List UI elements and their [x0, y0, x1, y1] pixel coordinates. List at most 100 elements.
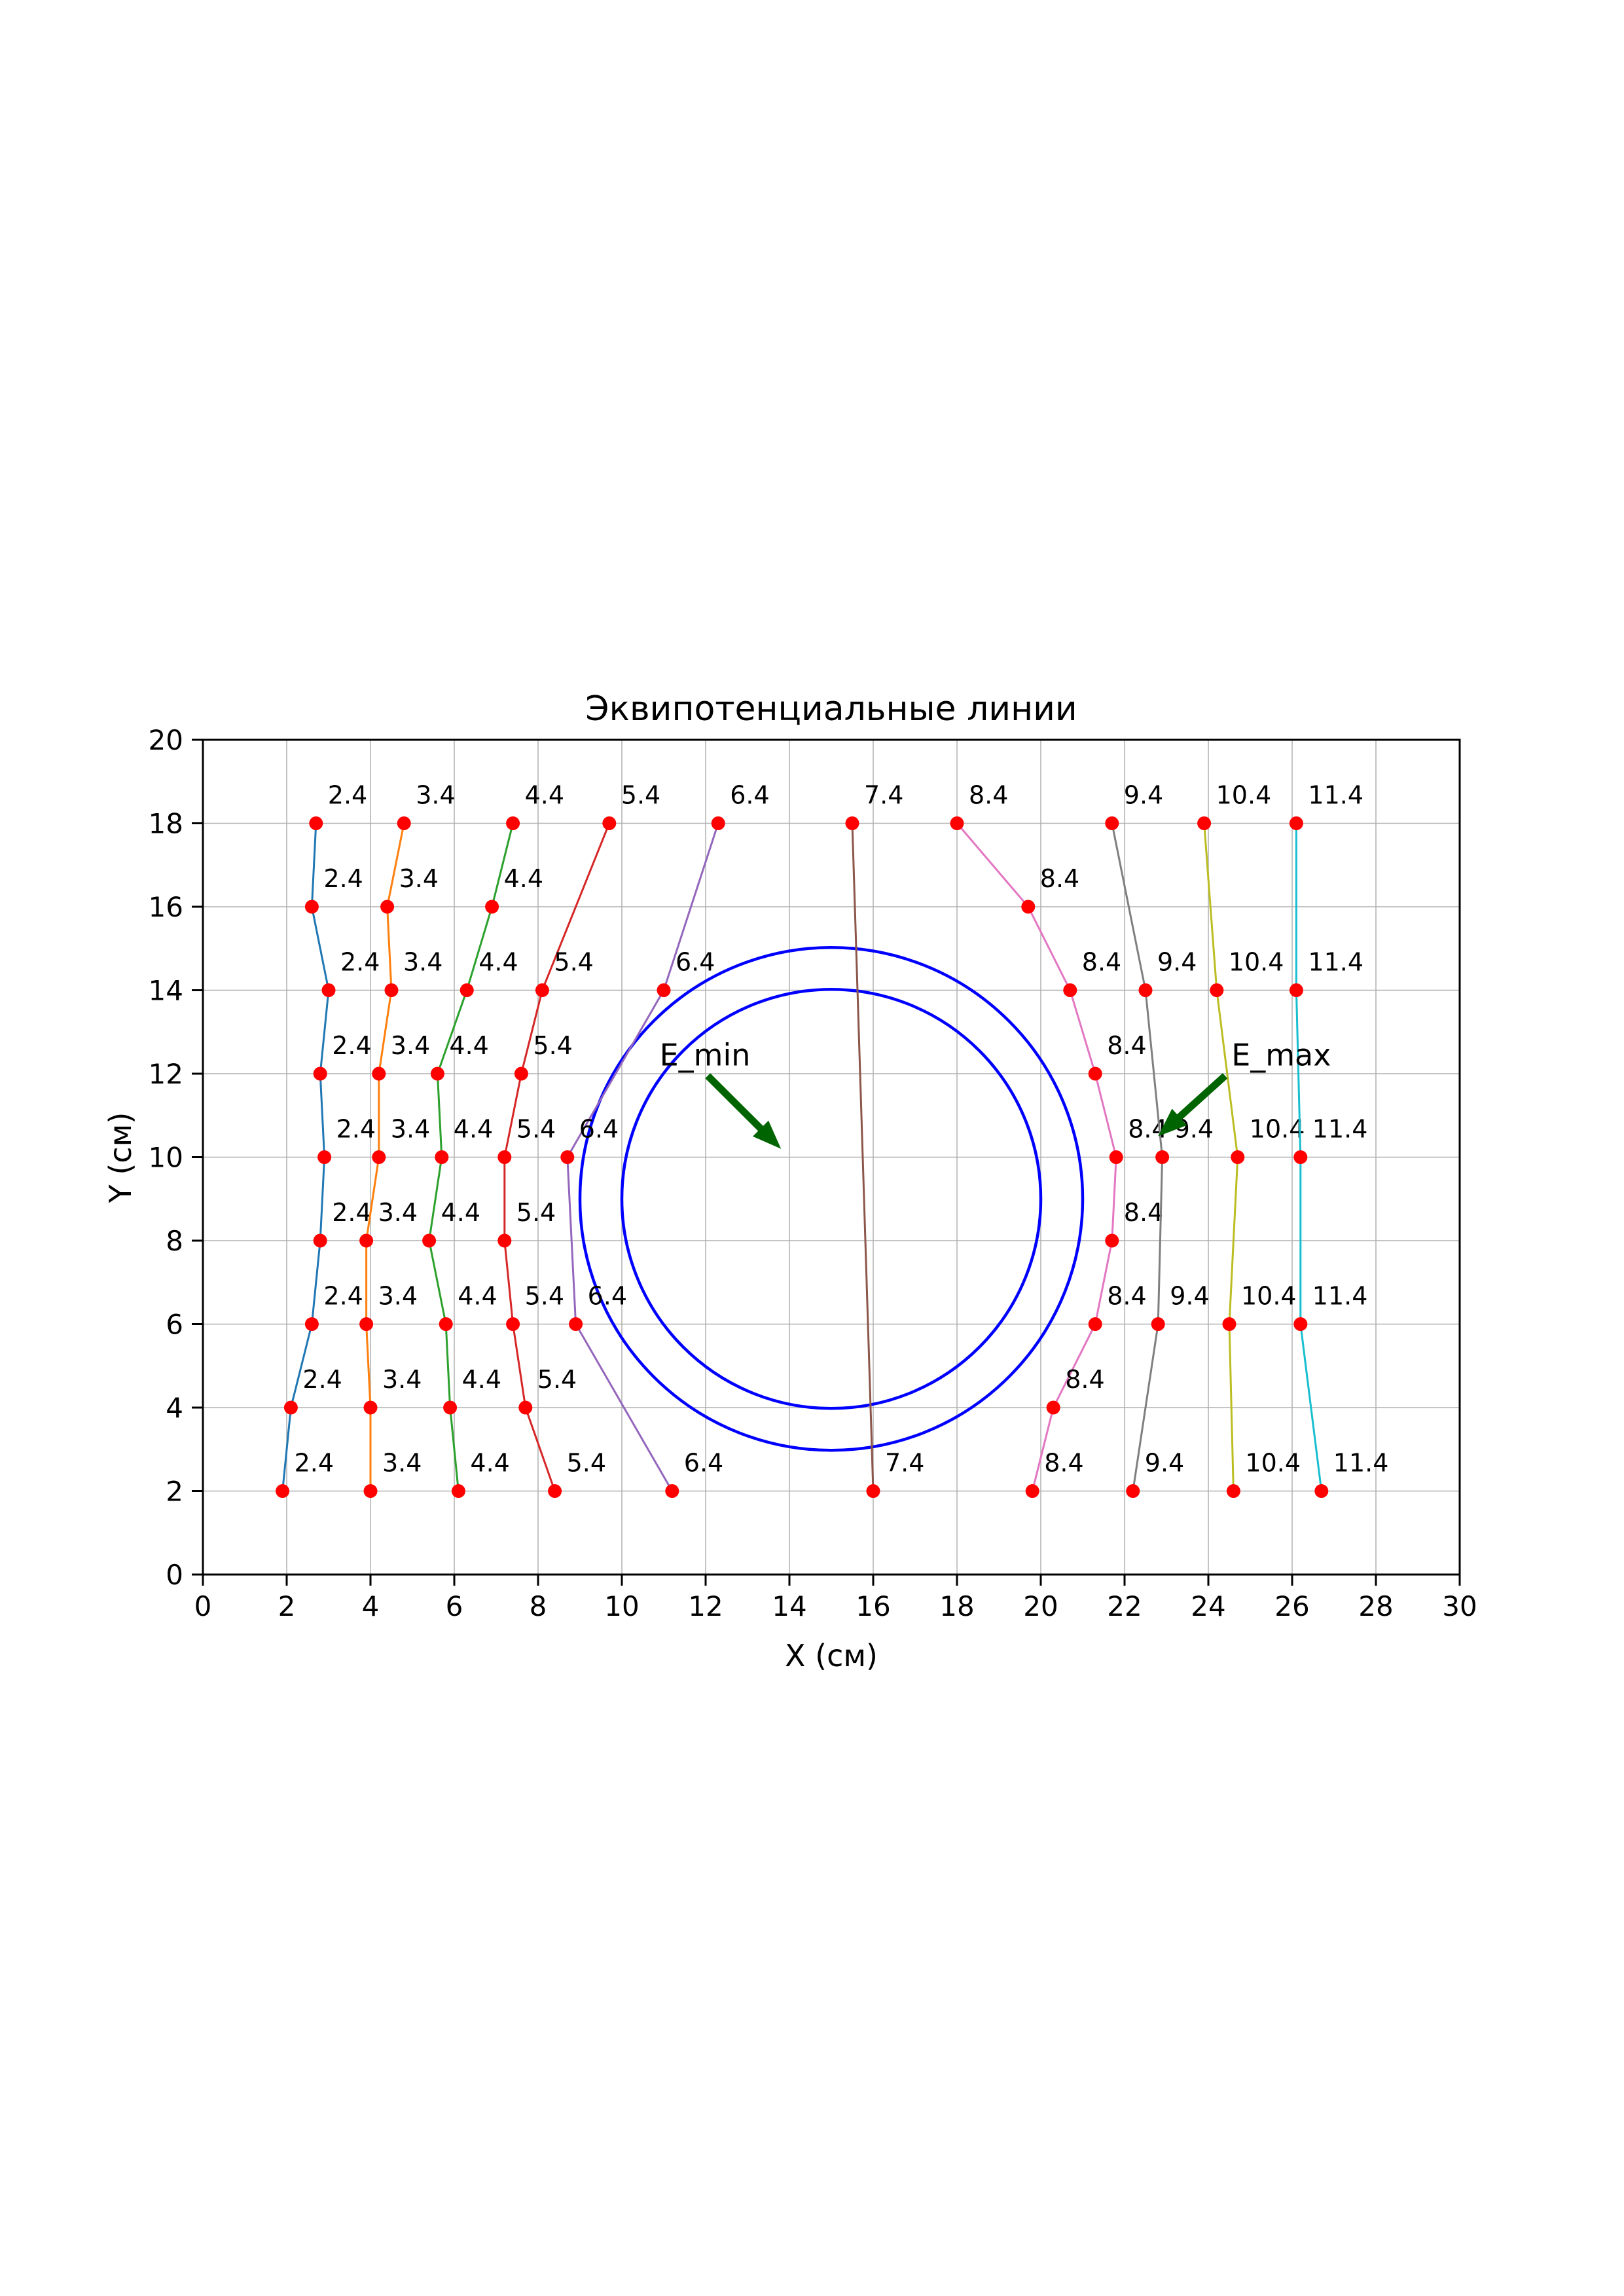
x-axis-label: X (см)	[785, 1638, 878, 1673]
point-label-10.4-y10: 10.4	[1250, 1115, 1305, 1144]
point-label-11.4-y10: 11.4	[1312, 1115, 1368, 1144]
annotation-e-min-label: E_min	[660, 1037, 751, 1072]
point-2.4-y4	[283, 1400, 298, 1415]
point-8.4-y14	[1063, 983, 1077, 997]
point-3.4-y10	[372, 1150, 386, 1164]
point-11.4-y10	[1293, 1150, 1308, 1164]
point-label-11.4-y14: 11.4	[1308, 948, 1363, 977]
y-tick-label-8: 8	[166, 1225, 183, 1257]
point-label-5.4-y18: 5.4	[621, 781, 660, 810]
point-label-4.4-y18: 4.4	[525, 781, 564, 810]
series-6.4: 6.4 6.4 6.4 6.4 6.4	[560, 781, 770, 1498]
point-2.4-y12	[313, 1066, 327, 1081]
point-label-10.4-y14: 10.4	[1229, 948, 1284, 977]
x-tick-label-8: 8	[530, 1590, 547, 1622]
chart-title: Эквипотенциальные линии	[585, 689, 1077, 729]
point-4.4-y12	[430, 1066, 444, 1081]
point-label-3.4-y10: 3.4	[391, 1115, 430, 1144]
point-2.4-y14	[321, 983, 336, 997]
point-2.4-y6	[304, 1317, 319, 1331]
x-tick-label-4: 4	[362, 1590, 380, 1622]
point-label-6.4-y18: 6.4	[730, 781, 769, 810]
point-6.4-y18	[711, 816, 725, 830]
point-10.4-y6	[1222, 1317, 1236, 1331]
point-3.4-y2	[363, 1484, 378, 1498]
x-tick-label-0: 0	[194, 1590, 212, 1622]
point-label-5.4-y4: 5.4	[537, 1365, 577, 1394]
point-4.4-y6	[439, 1317, 453, 1331]
point-label-9.4-y18: 9.4	[1124, 781, 1163, 810]
point-3.4-y14	[384, 983, 399, 997]
point-label-4.4-y14: 4.4	[478, 948, 518, 977]
point-label-5.4-y6: 5.4	[525, 1282, 564, 1311]
y-tick-label-4: 4	[166, 1392, 183, 1424]
point-3.4-y8	[359, 1233, 374, 1248]
point-label-6.4-y6: 6.4	[588, 1282, 627, 1311]
point-10.4-y2	[1226, 1484, 1240, 1498]
point-6.4-y14	[657, 983, 671, 997]
point-5.4-y12	[514, 1066, 528, 1081]
point-2.4-y8	[313, 1233, 327, 1248]
point-7.4-y2	[866, 1484, 880, 1498]
point-label-4.4-y2: 4.4	[470, 1449, 509, 1478]
point-4.4-y8	[422, 1233, 437, 1248]
point-label-6.4-y10: 6.4	[579, 1115, 619, 1144]
point-label-5.4-y12: 5.4	[533, 1031, 572, 1060]
point-5.4-y8	[497, 1233, 512, 1248]
point-3.4-y12	[372, 1066, 386, 1081]
series-7.4: 7.4 7.4	[845, 781, 924, 1498]
point-8.4-y6	[1088, 1317, 1102, 1331]
point-label-4.4-y12: 4.4	[449, 1031, 488, 1060]
point-label-3.4-y2: 3.4	[382, 1449, 422, 1478]
electrode-circles	[578, 946, 1085, 1452]
point-label-3.4-y12: 3.4	[391, 1031, 430, 1060]
point-9.4-y2	[1126, 1484, 1140, 1498]
y-tick-label-14: 14	[149, 975, 183, 1007]
point-label-8.4-y16: 8.4	[1040, 864, 1079, 893]
annotation-e-max-arrowhead	[1158, 1108, 1187, 1137]
point-9.4-y10	[1155, 1150, 1170, 1164]
x-tick-label-24: 24	[1191, 1590, 1225, 1622]
point-8.4-y10	[1109, 1150, 1123, 1164]
y-tick-label-10: 10	[149, 1142, 183, 1174]
point-11.4-y6	[1293, 1317, 1308, 1331]
point-9.4-y18	[1105, 816, 1119, 830]
point-label-4.4-y4: 4.4	[462, 1365, 501, 1394]
point-label-10.4-y18: 10.4	[1216, 781, 1272, 810]
y-tick-label-20: 20	[149, 724, 183, 756]
point-3.4-y6	[359, 1317, 374, 1331]
x-tick-label-26: 26	[1274, 1590, 1309, 1622]
point-11.4-y2	[1314, 1484, 1329, 1498]
point-5.4-y10	[497, 1150, 512, 1164]
point-4.4-y2	[451, 1484, 465, 1498]
annotation-e-min-arrow	[705, 1073, 768, 1135]
point-label-7.4-y18: 7.4	[864, 781, 903, 810]
point-7.4-y18	[845, 816, 859, 830]
point-label-3.4-y16: 3.4	[399, 864, 439, 893]
point-5.4-y6	[506, 1317, 520, 1331]
point-10.4-y14	[1210, 983, 1224, 997]
point-10.4-y18	[1197, 816, 1212, 830]
chart-render-root: 2.42.42.42.42.42.42.42.42.43.43.43.43.43…	[149, 724, 1477, 1622]
x-tick-label-22: 22	[1107, 1590, 1142, 1622]
x-tick-label-6: 6	[446, 1590, 463, 1622]
x-tick-label-12: 12	[688, 1590, 723, 1622]
point-label-8.4-y14: 8.4	[1082, 948, 1121, 977]
point-label-5.4-y14: 5.4	[554, 948, 593, 977]
x-tick-label-2: 2	[278, 1590, 296, 1622]
point-label-5.4-y2: 5.4	[567, 1449, 606, 1478]
point-10.4-y10	[1231, 1150, 1245, 1164]
point-5.4-y18	[602, 816, 617, 830]
point-4.4-y10	[435, 1150, 449, 1164]
point-label-7.4-y2: 7.4	[885, 1449, 924, 1478]
point-8.4-y18	[950, 816, 964, 830]
series-8.4: 8.4 8.4 8.4 8.4 8.4 8.4 8.4 8.4 8.4	[950, 781, 1168, 1498]
series-3.4: 3.4 3.4 3.4 3.4 3.4 3.4 3.4 3.4 3.4	[359, 781, 456, 1498]
point-label-9.4-y2: 9.4	[1145, 1449, 1184, 1478]
electrode-circle-inner	[620, 988, 1043, 1410]
point-6.4-y6	[569, 1317, 583, 1331]
x-tick-label-28: 28	[1358, 1590, 1393, 1622]
point-label-10.4-y6: 10.4	[1241, 1282, 1297, 1311]
annotation-e-min: E_min	[660, 1037, 782, 1149]
